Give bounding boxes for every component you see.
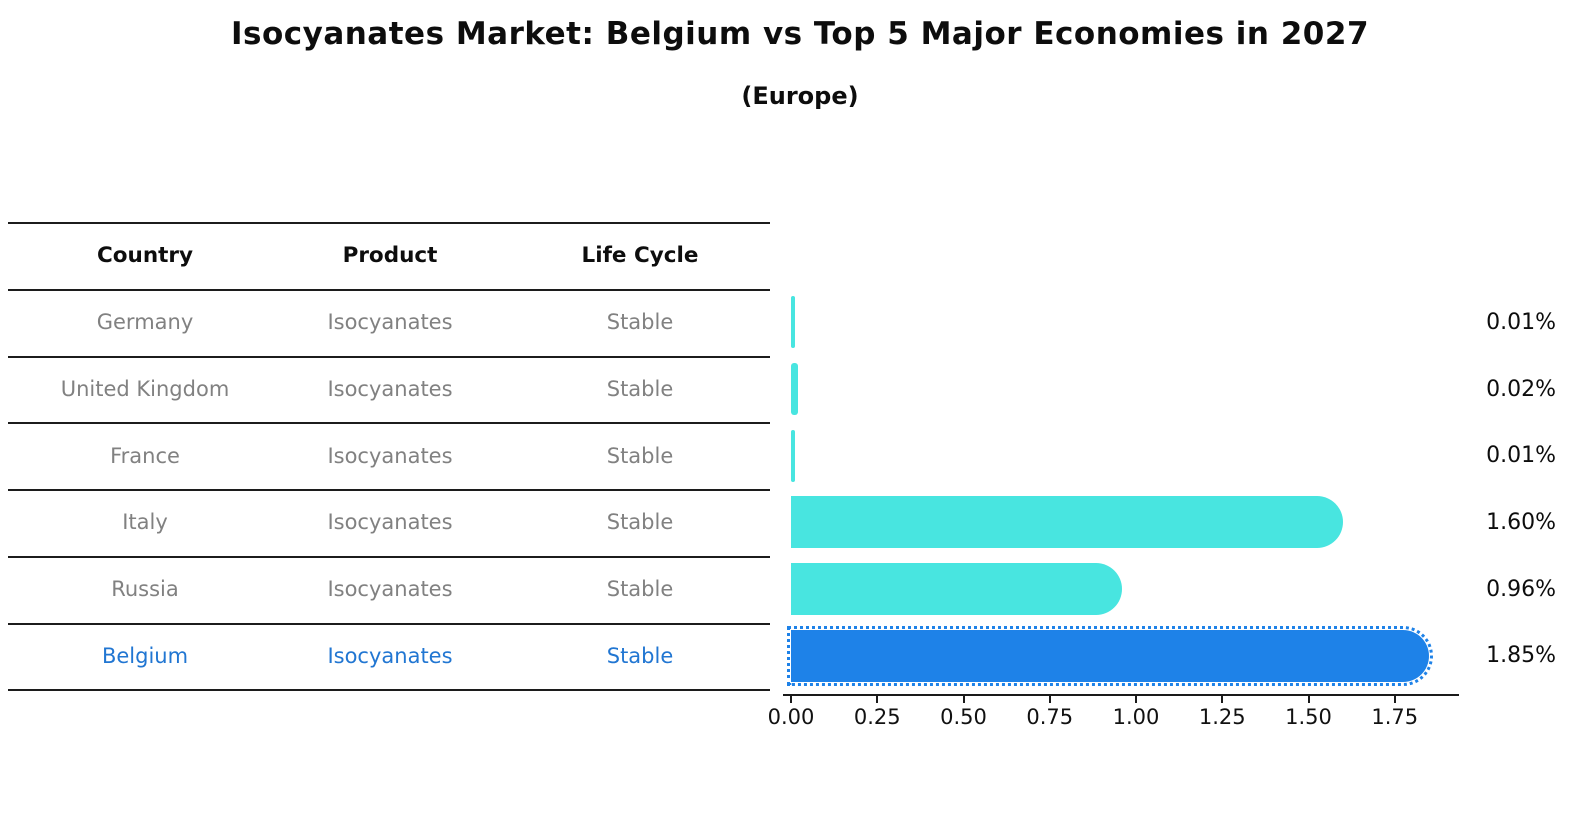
bar-value-label: 1.60% bbox=[1486, 509, 1556, 535]
cell-life_cycle: Stable bbox=[606, 377, 674, 402]
table-divider bbox=[8, 422, 770, 424]
x-axis-tick-label: 1.50 bbox=[1285, 705, 1332, 729]
table-divider bbox=[8, 556, 770, 558]
chart-title: Isocyanates Market: Belgium vs Top 5 Maj… bbox=[230, 16, 1370, 52]
cell-product: Isocyanates bbox=[327, 510, 453, 535]
x-axis-tick bbox=[962, 696, 965, 703]
table-divider bbox=[8, 623, 770, 625]
bar-value-label: 0.01% bbox=[1486, 443, 1556, 469]
x-axis-tick bbox=[1048, 696, 1051, 703]
cell-life_cycle: Stable bbox=[606, 510, 674, 535]
cell-country: Belgium bbox=[101, 643, 189, 668]
cell-life_cycle: Stable bbox=[606, 643, 674, 668]
x-axis-tick bbox=[876, 696, 879, 703]
bar-germany bbox=[791, 296, 795, 349]
bar-value-label: 0.01% bbox=[1486, 309, 1556, 335]
x-axis-tick-label: 1.00 bbox=[1112, 705, 1160, 729]
bar-value-label: 0.02% bbox=[1486, 376, 1556, 402]
x-axis-tick bbox=[790, 696, 792, 703]
cell-product: Isocyanates bbox=[327, 443, 453, 468]
x-axis-tick bbox=[1221, 696, 1224, 703]
cell-product: Isocyanates bbox=[327, 310, 453, 335]
cell-product: Isocyanates bbox=[327, 577, 453, 602]
x-axis-tick-label: 1.75 bbox=[1371, 705, 1419, 729]
x-axis-tick bbox=[1135, 696, 1137, 703]
bar-russia bbox=[791, 563, 1123, 616]
cell-product: Isocyanates bbox=[327, 377, 453, 402]
chart-subtitle: (Europe) bbox=[741, 82, 859, 110]
table-divider bbox=[8, 489, 770, 491]
table-divider bbox=[8, 689, 770, 691]
x-axis-tick bbox=[1307, 696, 1310, 703]
x-axis-tick-label: 0.25 bbox=[853, 705, 901, 729]
x-axis-tick-label: 1.25 bbox=[1198, 705, 1246, 729]
bar-united-kingdom bbox=[791, 363, 798, 416]
bar-belgium bbox=[786, 625, 1434, 686]
table-divider bbox=[8, 222, 770, 224]
table-divider bbox=[8, 356, 770, 358]
cell-country: United Kingdom bbox=[60, 377, 230, 402]
x-axis-tick bbox=[1393, 696, 1396, 703]
bar-value-label: 0.96% bbox=[1486, 576, 1556, 602]
cell-life_cycle: Stable bbox=[606, 310, 674, 335]
cell-country: Russia bbox=[111, 577, 179, 602]
x-axis-line bbox=[783, 694, 1459, 696]
table-divider bbox=[8, 289, 770, 291]
bar-france bbox=[791, 429, 795, 482]
column-header-life-cycle: Life Cycle bbox=[581, 243, 699, 268]
column-header-product: Product bbox=[342, 243, 438, 268]
x-axis-tick-label: 0.00 bbox=[767, 705, 815, 729]
column-header-country: Country bbox=[96, 243, 194, 268]
x-axis-tick-label: 0.50 bbox=[940, 705, 987, 729]
bar-italy bbox=[791, 496, 1343, 549]
x-axis-tick-label: 0.75 bbox=[1026, 705, 1074, 729]
cell-country: Italy bbox=[122, 510, 168, 535]
cell-life_cycle: Stable bbox=[606, 577, 674, 602]
cell-product: Isocyanates bbox=[327, 643, 453, 668]
cell-country: Germany bbox=[96, 310, 194, 335]
bar-value-label: 1.85% bbox=[1486, 643, 1556, 669]
cell-country: France bbox=[110, 443, 180, 468]
cell-life_cycle: Stable bbox=[606, 443, 674, 468]
